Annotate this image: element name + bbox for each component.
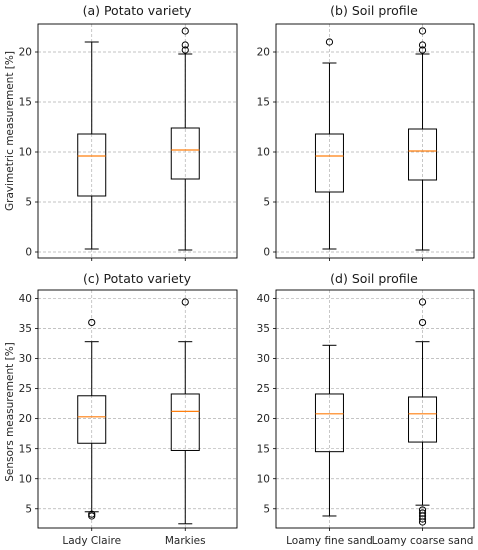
- iqr-box: [314, 133, 344, 193]
- panel-a-title: (a) Potato variety: [83, 3, 192, 18]
- axes-frame: [37, 289, 238, 529]
- axes-frame: [37, 23, 238, 259]
- y-tick-label: 20: [257, 47, 270, 59]
- y-tick-label: 40: [257, 293, 270, 305]
- y-tick-label: 10: [19, 147, 32, 159]
- iqr-box: [170, 127, 200, 180]
- y-tick-label: 30: [19, 353, 32, 365]
- boxplot-1: [314, 38, 344, 250]
- outlier-point: [418, 506, 427, 514]
- iqr-box: [314, 393, 344, 453]
- boxplot-2: [408, 27, 438, 251]
- y-tick-label: 15: [257, 443, 270, 455]
- outlier-point: [418, 27, 427, 35]
- panel-b-soil-profile-gravimetric: 0 5 10 15 20: [257, 23, 475, 261]
- y-tick-label: 35: [257, 323, 270, 335]
- outlier-point: [418, 41, 427, 49]
- outlier-point: [181, 46, 189, 54]
- y-tick-label: 20: [19, 47, 32, 59]
- y-tick-label: 5: [263, 503, 270, 515]
- outlier-point: [181, 298, 189, 306]
- x-tick-label: Loamy fine sand: [286, 535, 373, 547]
- y-tick-label: 25: [257, 383, 270, 395]
- outlier-point: [418, 46, 427, 54]
- x-tick-label: Lady Claire: [62, 535, 121, 547]
- panel-c-title: (c) Potato variety: [83, 271, 192, 286]
- outlier-point: [181, 27, 189, 35]
- axes-frame: [275, 289, 475, 529]
- outlier-point: [181, 41, 189, 49]
- outlier-point: [418, 509, 427, 517]
- y-tick-label: 5: [263, 197, 270, 209]
- outlier-point: [88, 510, 96, 518]
- y-tick-label: 10: [19, 473, 32, 485]
- y-tick-label: 5: [25, 197, 32, 209]
- y-tick-label: 15: [19, 443, 32, 455]
- y-tick-label: 5: [25, 503, 32, 515]
- outlier-point: [418, 318, 427, 327]
- ylabel-top: Gravimetric measurement [%]: [4, 51, 16, 211]
- boxplot-1: [77, 318, 107, 520]
- y-tick-label: 0: [25, 247, 32, 259]
- y-tick-label: 15: [257, 97, 270, 109]
- boxplot-2: [170, 27, 200, 251]
- boxplot-1: [314, 344, 344, 517]
- panel-c-potato-variety-sensors: 5 10 15 20 25 30 35 40 Lady Claire Markies: [19, 289, 238, 547]
- iqr-box: [408, 128, 438, 181]
- axes-frame: [275, 23, 475, 259]
- y-tick-label: 0: [263, 247, 270, 259]
- ylabel-bottom: Sensors measurement [%]: [4, 342, 16, 482]
- x-tick-label: Markies: [165, 535, 206, 547]
- panel-a-potato-variety-gravimetric: 0 5 10 15 20: [19, 23, 238, 261]
- iqr-box: [77, 395, 107, 444]
- outlier-point: [88, 318, 96, 327]
- panel-b-title: (b) Soil profile: [330, 3, 418, 18]
- y-tick-label: 15: [19, 97, 32, 109]
- y-tick-label: 20: [257, 413, 270, 425]
- outlier-point: [418, 298, 427, 306]
- x-tick-label: Loamy coarse sand: [372, 535, 474, 547]
- y-tick-label: 40: [19, 293, 32, 305]
- y-tick-label: 30: [257, 353, 270, 365]
- y-tick-label: 35: [19, 323, 32, 335]
- iqr-box: [408, 396, 438, 443]
- boxplot-1: [77, 41, 107, 250]
- iqr-box: [77, 133, 107, 197]
- y-tick-label: 10: [257, 147, 270, 159]
- iqr-box: [170, 393, 200, 451]
- y-tick-label: 25: [19, 383, 32, 395]
- boxplot-2: [408, 298, 438, 526]
- panel-d-title: (d) Soil profile: [330, 271, 418, 286]
- y-tick-label: 10: [257, 473, 270, 485]
- boxplot-2: [170, 298, 200, 525]
- y-tick-label: 20: [19, 413, 32, 425]
- outlier-point: [325, 38, 334, 46]
